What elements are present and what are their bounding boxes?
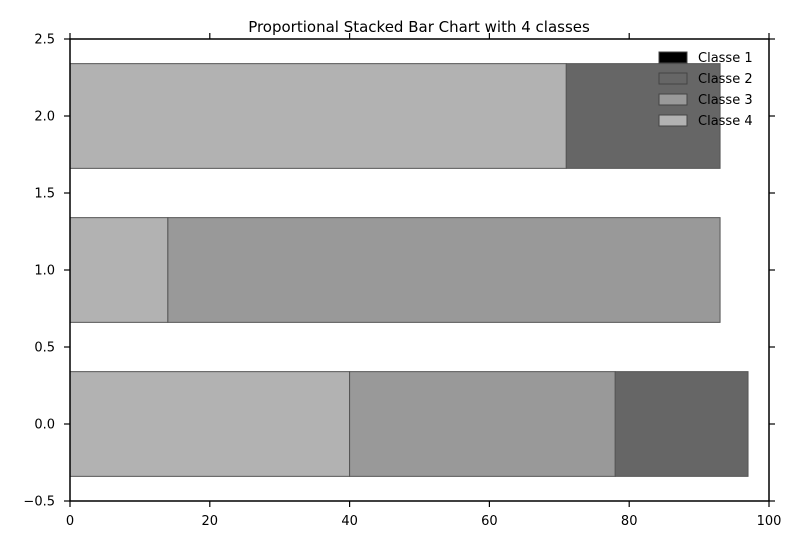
y-tick-label: 1.0 [34, 264, 55, 279]
legend-label-classe-1: Classe 1 [698, 51, 753, 66]
x-tick-label: 0 [66, 514, 74, 529]
chart-title: Proportional Stacked Bar Chart with 4 cl… [248, 18, 590, 36]
legend-swatch-classe-3 [658, 93, 688, 106]
x-tick-label: 80 [621, 514, 638, 529]
y-tick-label: 2.5 [34, 33, 55, 48]
x-tick-label: 60 [481, 514, 498, 529]
legend-swatch-classe-2 [658, 72, 688, 85]
bar-segment-classe-3-bar-1 [167, 217, 721, 323]
legend-label-classe-3: Classe 3 [698, 93, 753, 108]
bar-segment-classe-3-bar-0 [349, 371, 616, 477]
legend-label-classe-2: Classe 2 [698, 72, 753, 87]
y-tick-label: 0.0 [34, 418, 55, 433]
bars-group [69, 63, 749, 477]
y-tick-label: 2.0 [34, 110, 55, 125]
bar-segment-classe-4-bar-1 [69, 217, 169, 323]
axes-group: 0 20 40 60 80 100 −0.5 0.0 0.5 1.0 1.5 2.0 2.5 [23, 33, 781, 530]
y-tick-label: 1.5 [34, 187, 55, 202]
y-tick-label: −0.5 [23, 495, 55, 510]
x-tick-label: 20 [202, 514, 219, 529]
x-tick-label: 100 [757, 514, 782, 529]
x-tick-label: 40 [341, 514, 358, 529]
legend-label-classe-4: Classe 4 [698, 114, 753, 129]
bar-segment-classe-4-bar-0 [69, 371, 351, 477]
bar-segment-classe-2-bar-0 [614, 371, 749, 477]
legend-swatch-classe-4 [658, 114, 688, 127]
y-tick-label: 0.5 [34, 341, 55, 356]
legend-swatch-classe-1 [658, 51, 688, 64]
legend: Classe 1 Classe 2 Classe 3 Classe 4 [658, 51, 753, 129]
bar-segment-classe-4-bar-2 [69, 63, 567, 169]
bar-segment-classe-2-bar-2 [565, 63, 721, 169]
